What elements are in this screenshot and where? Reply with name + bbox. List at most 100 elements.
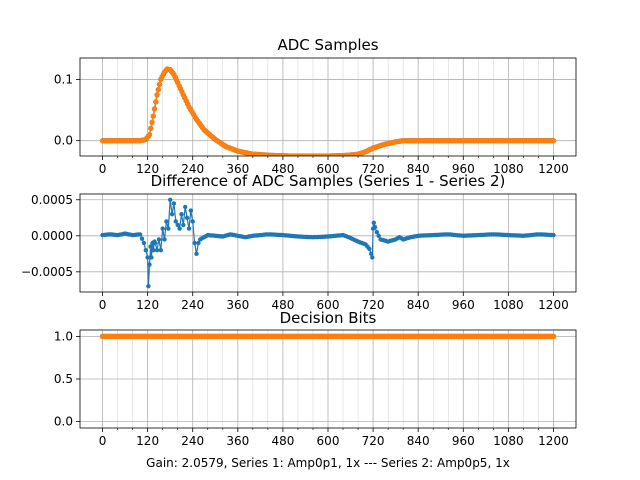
y-tick-label: 0.0 [54,415,73,429]
x-tick-label: 480 [271,162,294,176]
series-1-point [376,233,381,238]
series-1-point [153,240,158,246]
x-tick-label: 600 [317,298,340,312]
series-2-point [146,132,153,138]
series-2-point [151,106,158,112]
x-tick-label: 960 [452,434,475,448]
x-tick-label: 1080 [493,298,524,312]
series-2-point [150,113,156,119]
series-1-point [371,220,376,225]
y-tick-label: 0.1 [54,72,73,86]
x-tick-label: 480 [271,298,294,312]
series-1-point [149,255,154,260]
series-1-point [147,262,152,267]
series-1-point [177,226,182,231]
series-1-point [367,246,372,251]
decision-bits-title: Decision Bits [280,309,377,327]
series-1-point [184,215,190,220]
y-tick-label: 0.0005 [31,193,73,207]
adc-samples-panel: 0 120 240 360 480 600 720 840 960 1080 1200 0.0 0.1 A… [54,36,577,176]
series-2-point [156,81,163,88]
x-tick-label: 1080 [493,434,524,448]
y-tick-label: −0.0005 [21,265,73,279]
x-tick-label: 1080 [493,162,524,176]
axes-frame [79,193,577,293]
series-1-point [139,236,145,241]
x-tick-label: 960 [452,298,475,312]
series-1-point [188,208,193,213]
series-1-point [181,222,186,228]
series-1-point [146,284,151,289]
series-1-point [156,237,162,242]
x-tick-label: 120 [136,162,159,176]
series-1-point [196,240,201,246]
series-1-point [160,226,165,231]
series-1-point [162,237,167,242]
y-tick-label: 0.0 [54,134,73,148]
x-tick-label: 1200 [538,162,569,176]
x-tick-label: 720 [362,434,385,448]
x-tick-label: 360 [226,298,249,312]
series-1-point [145,255,150,260]
x-tick-label: 1200 [538,434,569,448]
difference-title: Difference of ADC Samples (Series 1 - Se… [151,172,506,190]
x-tick-label: 0 [99,162,107,176]
x-tick-label: 840 [407,434,430,448]
series-1-point [551,232,556,238]
series-2-point [154,92,160,98]
series-1-point [372,224,378,230]
plot-area [99,333,557,339]
series-1-point [369,251,374,256]
x-tick-label: 600 [317,162,340,176]
difference-panel: 0 120 240 360 480 600 720 840 960 1080 1200 −0.0005… [21,172,577,312]
series-1-point [141,240,147,246]
series-2-point [149,119,155,125]
series-1-point [166,226,171,231]
series-2-point [550,333,557,339]
series-1-point [169,212,175,217]
series-1-point [192,240,197,246]
series-1-point [370,255,375,260]
x-tick-label: 720 [362,162,385,176]
x-tick-label: 840 [407,162,430,176]
series-1-point [374,230,379,235]
x-tick-label: 240 [181,162,204,176]
series-1-point [194,251,199,256]
series-1-point [158,248,163,253]
x-tick-label: 240 [181,298,204,312]
series-1-point [173,219,178,224]
series-1-point [154,248,160,253]
y-tick-label: 0.5 [54,372,73,386]
series-1-point [186,226,192,231]
x-tick-label: 1200 [538,298,569,312]
series-1-point [151,248,156,253]
x-tick-label: 0 [99,434,107,448]
series-1-point [175,222,180,228]
series-1-point [179,212,184,217]
series-2-point [155,87,161,93]
series-2-point [550,138,557,144]
series-1-point [143,248,148,253]
x-tick-label: 360 [226,162,249,176]
axes-frame [79,57,577,157]
series-1-point [164,219,169,224]
series-1-point [137,232,143,237]
series-1-point [171,201,177,206]
series-2-point [148,125,154,131]
y-tick-label: 1.0 [54,329,73,343]
x-tick-label: 0 [99,298,107,312]
x-tick-label: 480 [271,434,294,448]
x-tick-label: 120 [136,298,159,312]
series-1-point [190,219,195,224]
plot-area [99,66,557,156]
series-1-point [183,204,188,210]
decision-bits-panel: 0 120 240 360 480 600 720 840 960 1080 1200 0.0 0.5 1… [54,309,577,448]
x-tick-label: 840 [407,298,430,312]
x-tick-label: 960 [452,162,475,176]
series-1-point [168,197,173,202]
x-tick-label: 240 [181,434,204,448]
y-tick-label: 0.0000 [31,229,73,243]
x-tick-label: 360 [226,434,249,448]
